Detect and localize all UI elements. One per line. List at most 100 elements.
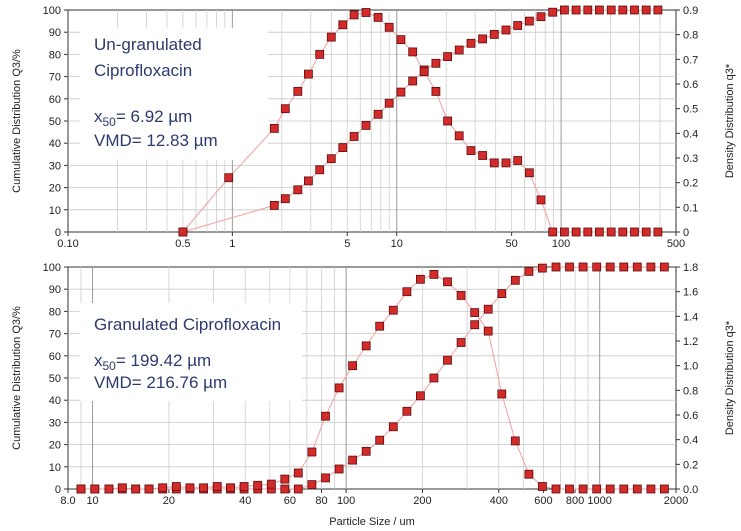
data-point: [497, 389, 507, 399]
data-point: [224, 173, 234, 183]
data-point: [326, 154, 336, 164]
data-point: [361, 446, 371, 456]
data-point: [443, 277, 452, 287]
data-point: [90, 484, 100, 494]
y-tick-label: 80: [49, 49, 61, 61]
data-point: [338, 20, 348, 30]
data-point: [321, 411, 330, 421]
data-point: [431, 58, 441, 68]
y2-tick-label: 0.4: [683, 128, 698, 140]
y-axis-label-right: Density Distribution q3*: [724, 63, 736, 178]
data-point: [431, 87, 441, 96]
data-point: [646, 484, 656, 494]
data-point: [212, 482, 222, 491]
x-tick-label: 10: [391, 238, 403, 250]
data-point: [456, 290, 466, 300]
y2-tick-label: 0.2: [683, 178, 698, 190]
data-point: [646, 262, 656, 272]
data-point: [470, 308, 480, 318]
y-tick-label: 10: [49, 205, 61, 217]
data-point: [525, 168, 534, 178]
data-point: [454, 131, 464, 141]
data-point: [239, 482, 249, 491]
data-point: [565, 484, 574, 494]
data-point: [373, 12, 383, 22]
y2-tick-label: 1.0: [683, 361, 698, 373]
annotation-box-granulated: Granulated Ciprofloxacin x50= 199.42 µm …: [80, 303, 302, 401]
data-point: [334, 383, 344, 393]
data-point: [571, 227, 581, 237]
x-tick-label: 2000: [664, 495, 688, 507]
data-point: [443, 52, 453, 61]
data-point: [592, 262, 602, 272]
x50-value: = 199.42 µm: [116, 351, 211, 370]
data-point: [619, 262, 629, 272]
annotation-title-line-1: Un-granulated: [94, 35, 202, 54]
x50-prefix: x: [94, 107, 103, 126]
data-point: [402, 406, 412, 416]
y2-tick-label: 0.3: [683, 153, 698, 165]
annotation-x50: x50= 6.92 µm: [94, 107, 192, 129]
data-point: [595, 5, 604, 15]
data-point: [326, 32, 336, 42]
data-point: [653, 227, 663, 237]
data-point: [293, 468, 303, 478]
data-point: [489, 29, 499, 39]
data-point: [361, 341, 371, 351]
x-tick-label: 10: [86, 495, 98, 507]
x-tick-label: 40: [239, 495, 251, 507]
data-point: [396, 87, 406, 97]
y-tick-label: 60: [49, 351, 61, 363]
data-point: [660, 262, 669, 272]
data-point: [630, 5, 639, 15]
data-point: [456, 338, 466, 347]
y2-tick-label: 0: [683, 227, 689, 239]
data-point: [429, 269, 439, 279]
series-markers-granulated: [76, 262, 669, 494]
data-point: [578, 262, 588, 272]
x50-prefix: x: [94, 351, 103, 370]
data-point: [510, 436, 520, 446]
chart-granulated: 0 10 20 30 40 50 60 70 80 90 100 0.0 0.2 0.4 0.6 0.8 1.0…: [11, 262, 736, 528]
data-point: [641, 227, 651, 237]
data-point: [171, 482, 181, 491]
data-point: [402, 287, 412, 297]
data-point: [606, 5, 616, 15]
data-point: [408, 47, 418, 57]
data-point: [315, 165, 325, 175]
y2-tick-label: 0.8: [683, 30, 698, 42]
annotation-vmd: VMD= 12.83 µm: [94, 131, 218, 150]
y-axis-label-left: Cumulative Distribution Q3/%: [11, 49, 23, 193]
data-point: [334, 464, 344, 474]
x-tick-label: 80: [315, 495, 327, 507]
y-tick-label: 50: [49, 116, 61, 128]
y-tick-label: 100: [43, 262, 61, 274]
data-point: [293, 484, 303, 494]
data-point: [178, 227, 188, 237]
data-point: [443, 116, 453, 126]
data-point: [632, 262, 642, 272]
data-point: [321, 473, 330, 483]
data-point: [443, 355, 452, 365]
data-point: [384, 22, 394, 32]
data-point: [348, 361, 358, 371]
data-point: [605, 484, 615, 494]
y-tick-label: 50: [49, 373, 61, 385]
x-tick-label: 60: [284, 495, 296, 507]
data-point: [419, 67, 429, 77]
y2-tick-label: 0.6: [683, 79, 698, 91]
y2-tick-label: 0.8: [683, 385, 698, 397]
data-point: [269, 200, 279, 210]
annotation-background: [80, 28, 268, 160]
data-point: [548, 7, 558, 17]
data-point: [653, 5, 663, 15]
data-point: [348, 455, 358, 465]
x-tick-label: 50: [506, 238, 518, 250]
y-tick-label: 30: [49, 417, 61, 429]
data-point: [388, 305, 398, 315]
y2-tick-label: 0.9: [683, 5, 698, 17]
y2-tick-label: 0.7: [683, 54, 698, 66]
axis-ticks-granulated: 0 10 20 30 40 50 60 70 80 90 100 0.0 0.2 0.4 0.6 0.8 1.0…: [43, 262, 699, 507]
x-tick-label: 1000: [587, 495, 611, 507]
